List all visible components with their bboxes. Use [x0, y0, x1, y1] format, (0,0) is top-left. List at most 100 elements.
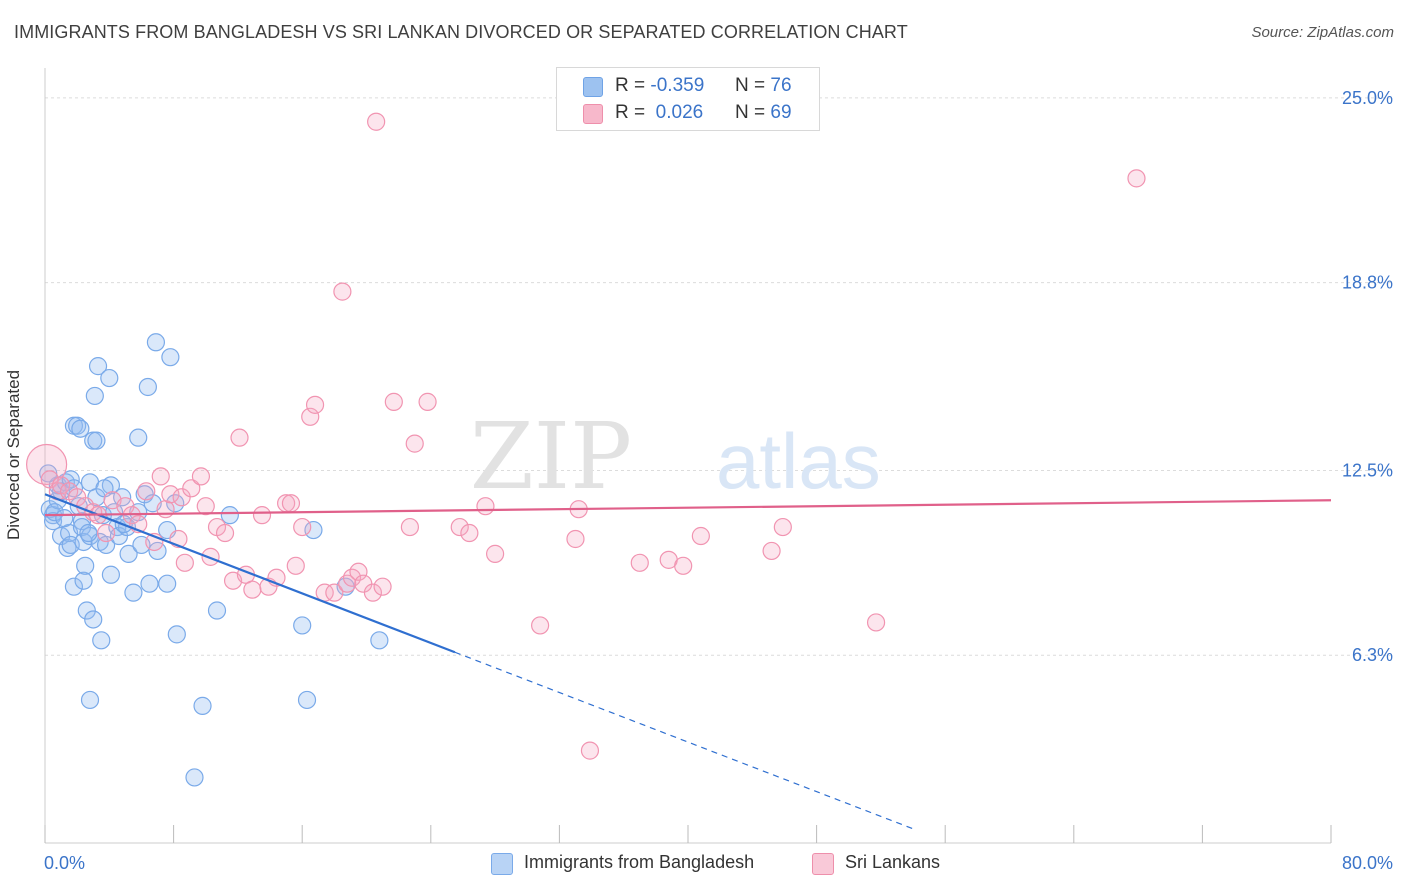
- bottom-legend-label: Immigrants from Bangladesh: [524, 852, 755, 872]
- point-bangladesh: [74, 571, 93, 590]
- legend-n: N = 76: [735, 75, 792, 96]
- point-sri-lankans: [476, 497, 495, 516]
- point-bangladesh: [79, 523, 98, 543]
- point-bangladesh: [119, 544, 138, 563]
- point-bangladesh: [140, 574, 159, 593]
- point-bangladesh: [45, 503, 64, 522]
- point-bangladesh: [84, 610, 103, 629]
- point-bangladesh: [58, 538, 77, 558]
- point-bangladesh: [185, 768, 204, 787]
- y-tick-label: 25.0%: [1342, 88, 1393, 108]
- point-sri-lankans: [201, 547, 220, 566]
- point-sri-lankans: [333, 282, 352, 301]
- legend-row-sri-lankans: R = 0.026 N = 69: [557, 101, 819, 127]
- point-sri-lankans: [191, 467, 211, 486]
- point-sri-lankans: [325, 583, 344, 602]
- point-sri-lankans: [338, 574, 357, 593]
- point-bangladesh: [101, 565, 121, 584]
- point-sri-lankans: [384, 392, 403, 411]
- trend-line-bangladesh-extension: [454, 651, 914, 830]
- point-sri-lankans: [281, 494, 301, 513]
- point-bangladesh: [158, 574, 177, 593]
- trend-lines: [44, 493, 1332, 830]
- point-sri-lankans: [531, 616, 550, 635]
- point-sri-lankans: [161, 485, 180, 504]
- point-sri-lankans: [400, 517, 420, 537]
- point-sri-lankans: [96, 523, 116, 543]
- point-bangladesh: [80, 690, 100, 710]
- point-sri-lankans: [674, 556, 693, 575]
- point-sri-lankans: [1127, 169, 1146, 188]
- axes: [44, 68, 1332, 844]
- point-sri-lankans: [486, 544, 505, 563]
- point-bangladesh: [167, 625, 186, 644]
- source-label: Source: ZipAtlas.com: [1251, 24, 1394, 41]
- point-sri-lankans: [762, 541, 781, 561]
- point-sri-lankans: [363, 583, 383, 602]
- watermark-atlas: atlas: [716, 417, 881, 505]
- point-sri-lankans: [182, 479, 201, 498]
- point-sri-lankans: [252, 506, 272, 525]
- point-bangladesh: [193, 696, 212, 715]
- point-sri-lankans: [215, 523, 235, 543]
- point-bangladesh: [68, 416, 87, 435]
- point-sri-lankans: [580, 741, 600, 760]
- point-sri-lankans: [243, 580, 262, 599]
- chart-title: IMMIGRANTS FROM BANGLADESH VS SRI LANKAN…: [14, 22, 908, 42]
- point-sri-lankans: [286, 556, 305, 575]
- watermark: ZIP atlas: [470, 403, 881, 510]
- point-sri-lankans: [230, 428, 249, 447]
- point-bangladesh: [117, 517, 137, 537]
- legend-row-bangladesh: R = -0.359 N = 76: [557, 74, 819, 100]
- point-sri-lankans: [405, 434, 424, 453]
- y-tick-label: 12.5%: [1342, 460, 1393, 480]
- point-bangladesh: [87, 431, 106, 450]
- point-bangladesh: [77, 601, 96, 620]
- point-bangladesh: [129, 428, 148, 447]
- point-bangladesh: [146, 333, 166, 352]
- watermark-zip: ZIP: [470, 403, 632, 510]
- point-bangladesh: [92, 631, 111, 650]
- point-bangladesh: [304, 520, 323, 540]
- point-bangladesh: [138, 377, 157, 397]
- point-sri-lankans: [151, 467, 170, 486]
- legend-r: R = -0.359: [615, 75, 705, 96]
- point-bangladesh: [71, 419, 90, 438]
- data-points: [26, 112, 1146, 787]
- point-sri-lankans: [305, 395, 325, 414]
- legend-n: N = 69: [735, 102, 792, 123]
- correlation-legend: R = -0.359 N = 76 R = 0.026 N = 69: [556, 67, 820, 131]
- point-sri-lankans: [367, 112, 386, 131]
- point-bangladesh: [76, 556, 95, 575]
- point-bangladesh: [297, 690, 317, 710]
- point-sri-lankans: [630, 553, 649, 572]
- point-bangladesh: [124, 583, 143, 602]
- bottom-legend-swatch-sri-lankans: [812, 853, 834, 875]
- y-tick-label: 18.8%: [1342, 273, 1393, 293]
- point-bangladesh: [336, 577, 355, 596]
- point-bangladesh: [55, 509, 74, 528]
- point-sri-lankans: [349, 562, 368, 581]
- point-bangladesh: [370, 631, 389, 650]
- bottom-legend-label: Sri Lankans: [845, 852, 941, 872]
- point-sri-lankans: [293, 517, 312, 537]
- x-tick-label: 0.0%: [44, 853, 85, 873]
- point-sri-lankans: [301, 407, 320, 426]
- y-tick-label: 6.3%: [1352, 645, 1393, 665]
- point-bangladesh: [100, 368, 119, 388]
- point-sri-lankans: [691, 526, 710, 546]
- legend-swatch-sri-lankans: [583, 104, 603, 124]
- point-bangladesh: [293, 616, 312, 635]
- point-bangladesh: [220, 506, 239, 525]
- point-bangladesh: [64, 577, 84, 596]
- point-sri-lankans: [566, 529, 585, 549]
- trend-line-sri-lankans: [44, 499, 1332, 517]
- point-bangladesh: [161, 348, 180, 367]
- point-bangladesh: [207, 601, 227, 620]
- point-sri-lankans: [137, 482, 156, 501]
- point-bangladesh: [85, 386, 104, 406]
- point-sri-lankans: [460, 523, 479, 543]
- point-sri-lankans: [450, 517, 469, 537]
- point-sri-lankans: [373, 577, 392, 596]
